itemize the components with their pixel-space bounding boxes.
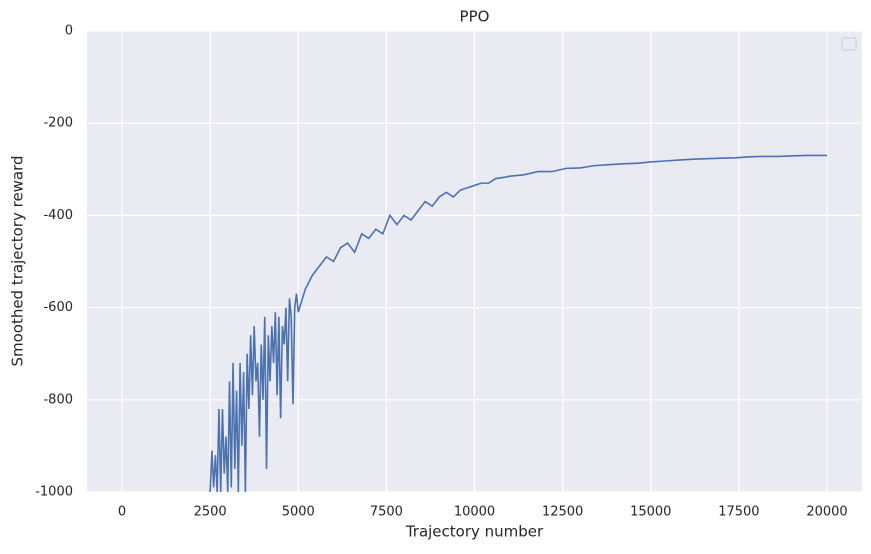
y-tick-label: -1000 bbox=[35, 485, 73, 500]
y-tick-label: -400 bbox=[43, 208, 73, 223]
x-tick-label: 7500 bbox=[370, 505, 403, 520]
legend bbox=[841, 37, 857, 51]
y-tick-label: -200 bbox=[43, 116, 73, 131]
chart-title: PPO bbox=[460, 8, 490, 26]
data-line bbox=[209, 154, 827, 492]
y-axis-label: Smoothed trajectory reward bbox=[9, 155, 27, 366]
x-tick-label: 15000 bbox=[630, 505, 671, 520]
y-tick-label: 0 bbox=[65, 24, 73, 39]
y-tick-label: -800 bbox=[43, 392, 73, 407]
y-tick-label: -600 bbox=[43, 300, 73, 315]
x-tick-label: 20000 bbox=[806, 505, 847, 520]
x-tick-label: 17500 bbox=[718, 505, 759, 520]
x-tick-label: 5000 bbox=[282, 505, 315, 520]
x-tick-label: 0 bbox=[118, 505, 126, 520]
x-axis-label: Trajectory number bbox=[405, 523, 544, 541]
x-tick-label: 10000 bbox=[454, 505, 495, 520]
x-tick-label: 12500 bbox=[542, 505, 583, 520]
x-tick-label: 2500 bbox=[194, 505, 227, 520]
